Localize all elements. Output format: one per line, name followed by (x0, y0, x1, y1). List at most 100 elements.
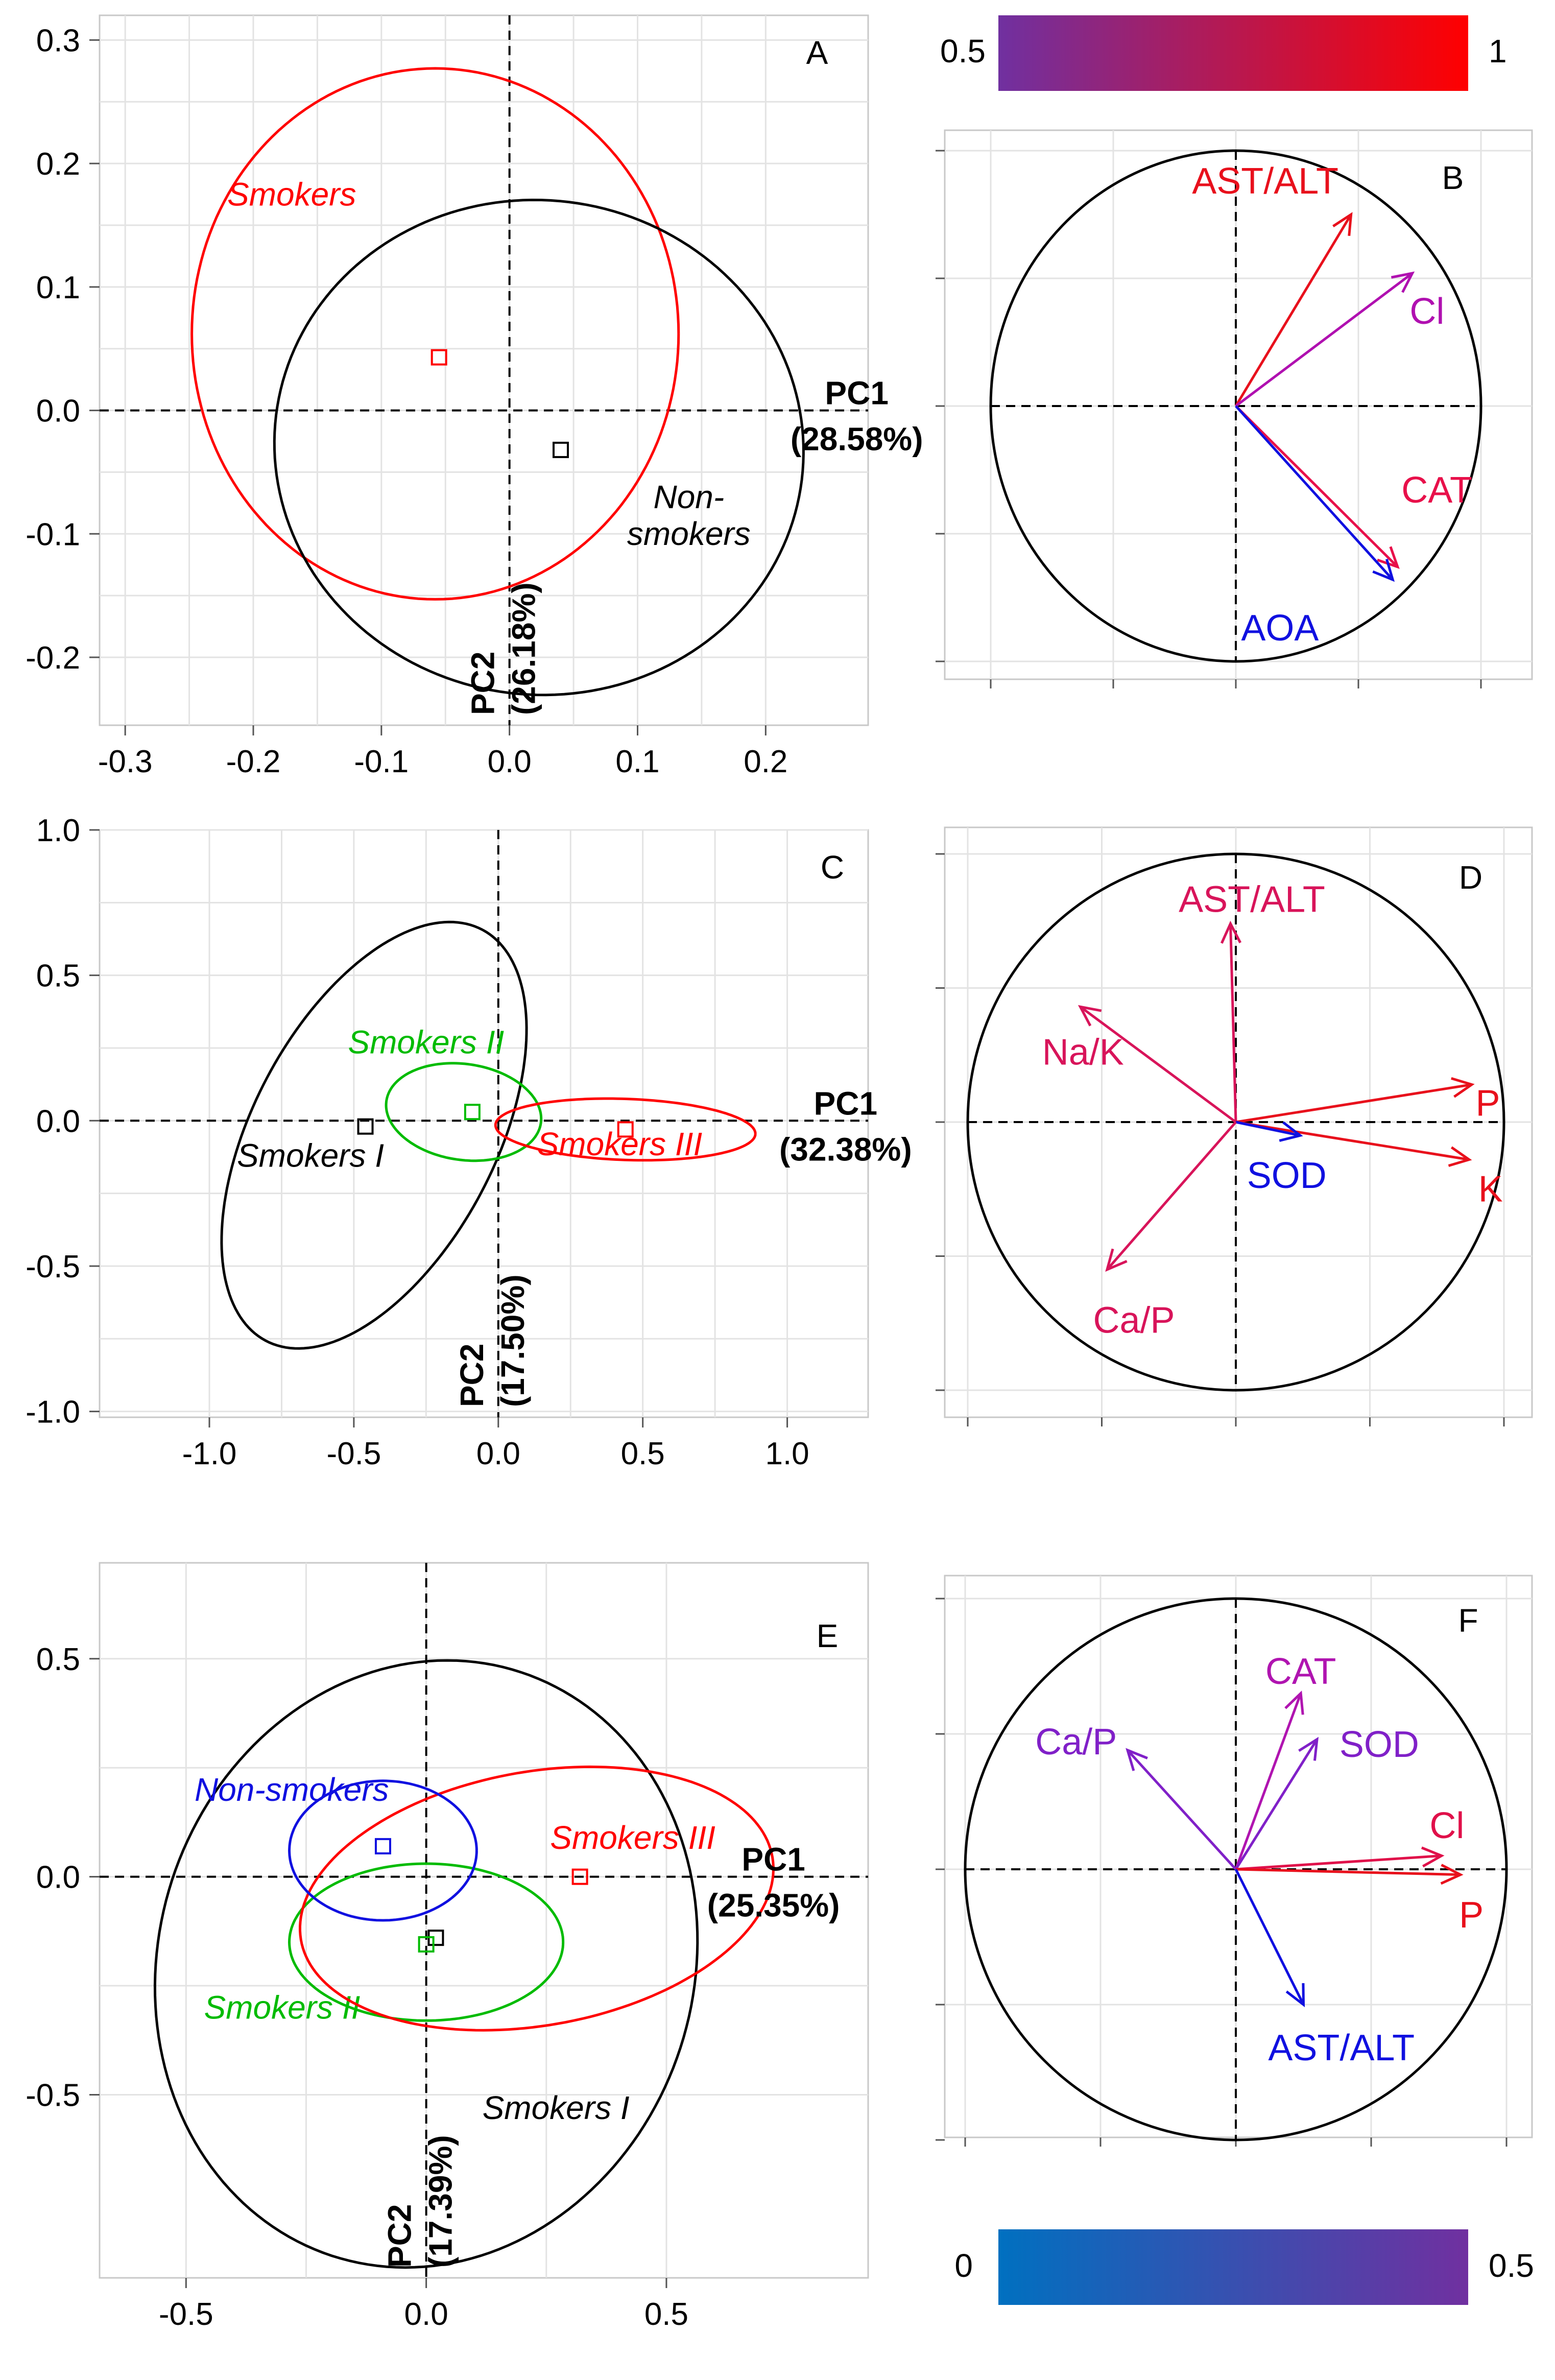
variable-label-cat: CAT (1265, 1651, 1336, 1692)
panel-letter: A (806, 34, 828, 71)
x-tick-label: 0.0 (404, 2297, 448, 2332)
colorbar-top-gradient (998, 15, 1468, 91)
arrowhead-ast-alt (1285, 1983, 1305, 2008)
pc2-percent: (17.50%) (494, 1274, 531, 1407)
group-label-smokers-iii: Smokers III (550, 1819, 715, 1856)
x-tick-label: -0.3 (98, 744, 153, 779)
centroid-smokers-i (357, 1118, 374, 1135)
ellipse-smokers-iii (299, 1765, 775, 2032)
panel-a-score-plot: -0.3 -0.2 -0.1 0.0 0.1 0.2 -0.2 -0.1 0.0 0.1 0.2 0.… (26, 14, 923, 779)
arrowhead-aoa (1372, 558, 1395, 582)
ellipse-smokers-i (220, 920, 528, 1350)
pc2-percent: (17.39%) (422, 2135, 459, 2268)
panel-frame (944, 1575, 1533, 2138)
arrow-sod (1235, 1121, 1301, 1137)
arrow-ast-alt (1234, 213, 1352, 407)
colorbar-bottom: 0 0.5 (954, 2229, 1534, 2305)
variable-label-ast-alt: AST/ALT (1192, 161, 1338, 202)
group-label-smokers-iii: Smokers III (537, 1126, 703, 1162)
arrow-k (1235, 1121, 1470, 1161)
variable-label-sod: SOD (1339, 1724, 1419, 1765)
arrowhead-ca-p (1126, 1748, 1148, 1771)
variable-label-ast-alt: AST/ALT (1268, 2028, 1415, 2068)
panel-letter: C (821, 849, 844, 886)
centroid-non-smokers (553, 441, 569, 458)
arrow-cat (1235, 405, 1399, 568)
y-tick-label: -1.0 (26, 1395, 80, 1430)
arrowhead-p (1440, 1864, 1464, 1885)
arrow-p (1235, 1868, 1461, 1876)
arrowhead-k (1448, 1146, 1472, 1167)
arrow-ca-p (1106, 1121, 1237, 1271)
arrowhead-na-k (1078, 1005, 1102, 1027)
y-tick-label: -0.5 (26, 1249, 80, 1284)
variable-label-cl: Cl (1429, 1805, 1464, 1846)
x-tick-label: 1.0 (765, 1436, 809, 1471)
variable-label-aoa: AOA (1241, 608, 1319, 649)
pc2-percent: (26.18%) (506, 582, 542, 715)
colorbar-top: 0.5 1 (940, 15, 1507, 91)
ellipse-non-smokers (288, 1779, 478, 1922)
y-tick-label: 0.5 (36, 959, 80, 994)
panel-letter: D (1459, 859, 1482, 896)
ellipse-smokers-ii (385, 1062, 543, 1162)
panel-c-score-plot: -1.0 -0.5 0.0 0.5 1.0 -1.0 -0.5 0.0 0.5 1.0 Smoker… (26, 813, 912, 1471)
arrow-ast-alt (1234, 1868, 1305, 2006)
y-tick-label: 0.0 (36, 394, 80, 429)
x-tick-label: 0.0 (488, 744, 532, 779)
colorbar-bottom-max-label: 0.5 (1489, 2247, 1534, 2284)
arrowhead-cl (1421, 1846, 1445, 1868)
panel-e-score-plot: -0.5 0.0 0.5 -0.5 0.0 0.5 Smokers I Smokers II S… (26, 1562, 869, 2332)
group-label-smokers-i: Smokers I (237, 1137, 384, 1174)
arrowhead-cat (1377, 546, 1400, 569)
centroid-smokers (430, 349, 447, 366)
y-tick-label: 0.5 (36, 1642, 80, 1677)
panel-d-loading-plot: AST/ALT Na/K P K SOD Ca/P D (936, 826, 1533, 1426)
arrowhead-sod (1279, 1121, 1303, 1142)
panel-letter: E (817, 1617, 839, 1654)
arrowhead-p (1451, 1077, 1475, 1098)
variable-label-cl: Cl (1409, 291, 1444, 332)
pc1-percent: (25.35%) (707, 1887, 840, 1924)
centroid-smokers-iii (617, 1121, 634, 1138)
x-tick-label: 0.5 (621, 1436, 665, 1471)
variable-label-cat: CAT (1401, 470, 1472, 511)
arrow-na-k (1080, 1006, 1237, 1124)
group-label-non-smokers: Non- (653, 479, 724, 515)
variable-label-k: K (1478, 1169, 1503, 1209)
x-tick-label: -0.5 (159, 2297, 213, 2332)
panel-letter: B (1442, 159, 1464, 196)
group-label-smokers-ii: Smokers II (348, 1024, 504, 1061)
arrowhead-cat (1284, 1691, 1304, 1715)
y-tick-label: 0.0 (36, 1860, 80, 1895)
ellipse-non-smokers (273, 198, 805, 697)
panel-b-loading-plot: AST/ALT Cl CAT AOA B (936, 129, 1533, 688)
y-tick-label: 0.3 (36, 23, 80, 58)
arrowhead-ast-alt (1332, 212, 1353, 236)
colorbar-top-min-label: 0.5 (940, 33, 986, 69)
group-label-smokers-i: Smokers I (483, 2089, 630, 2126)
ellipse-smokers-i (153, 1659, 699, 2269)
pc1-name: PC1 (814, 1085, 878, 1122)
arrowhead-sod (1298, 1736, 1319, 1761)
y-tick-label: 0.0 (36, 1104, 80, 1139)
pc2-name: PC2 (465, 652, 501, 716)
arrow-cat (1234, 1693, 1302, 1870)
colorbar-top-max-label: 1 (1489, 33, 1507, 69)
arrow-aoa (1235, 405, 1394, 581)
group-label-non-smokers: smokers (627, 515, 751, 552)
y-tick-label: -0.2 (26, 640, 80, 676)
centroid-non-smokers (374, 1838, 391, 1854)
pc2-name: PC2 (381, 2204, 418, 2268)
arrow-cl (1235, 272, 1414, 407)
arrow-ca-p (1127, 1749, 1237, 1870)
y-tick-label: -0.5 (26, 2078, 80, 2113)
arrow-cl (1235, 1854, 1442, 1871)
x-tick-label: 0.1 (615, 744, 659, 779)
panel-frame (99, 14, 869, 726)
variable-label-ca-p: Ca/P (1035, 1722, 1117, 1763)
x-tick-label: -0.1 (354, 744, 409, 779)
y-tick-label: 0.1 (36, 270, 80, 305)
